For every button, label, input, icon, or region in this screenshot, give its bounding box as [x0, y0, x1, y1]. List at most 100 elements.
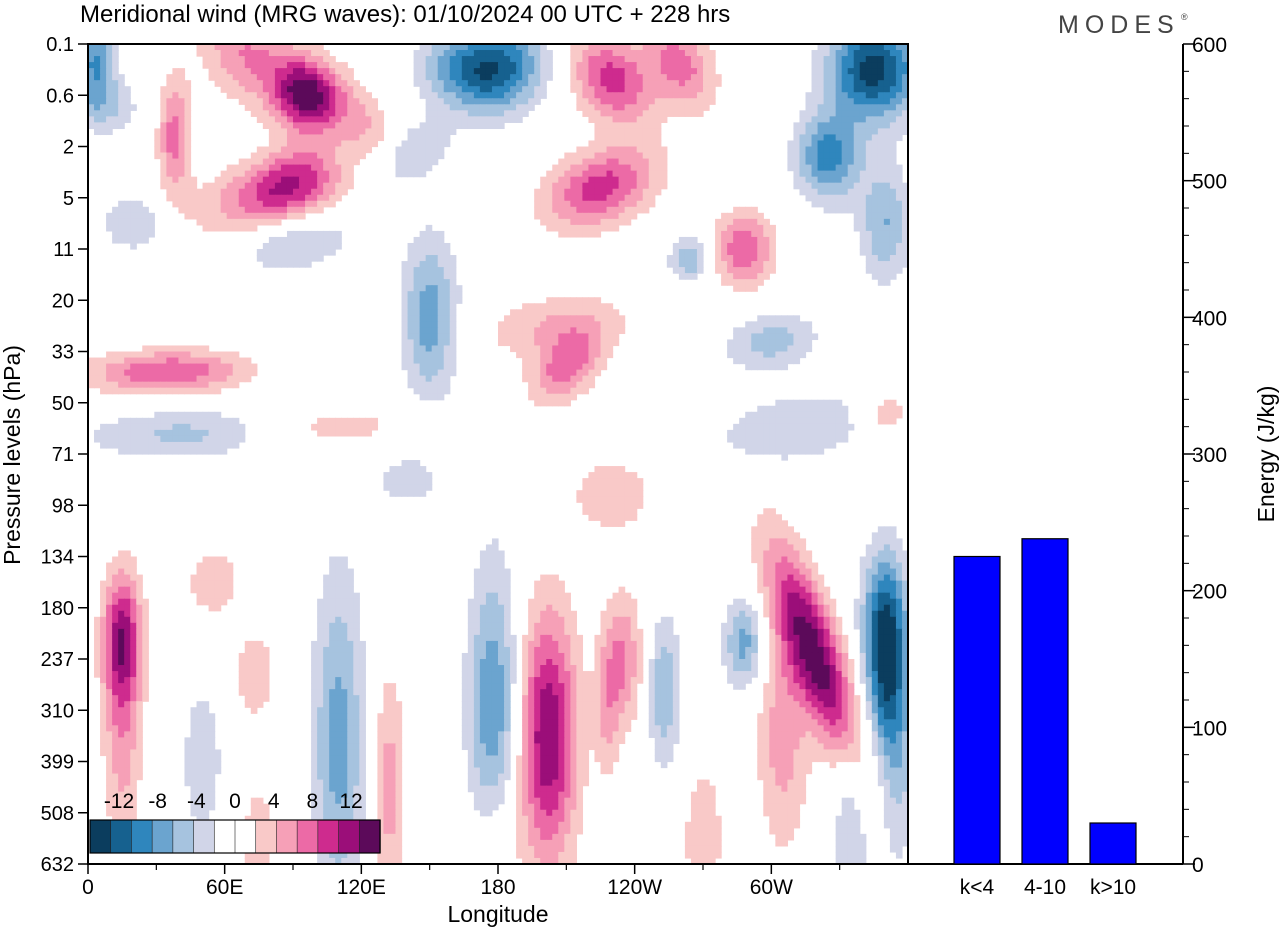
heatmap-cell [504, 116, 511, 123]
heatmap-cell [401, 170, 409, 178]
heatmap-cell [757, 333, 764, 341]
heatmap-cell [317, 92, 324, 99]
heatmap-cell [534, 56, 541, 63]
heatmap-cell [335, 562, 342, 570]
heatmap-cell [721, 279, 728, 286]
heatmap-cell [576, 86, 584, 93]
heatmap-cell [274, 261, 282, 268]
heatmap-cell [359, 86, 366, 93]
heatmap-cell [256, 212, 264, 220]
heatmap-cell [437, 62, 445, 69]
heatmap-cell [377, 116, 385, 123]
heatmap-cell [299, 158, 306, 166]
heatmap-cell [871, 255, 879, 262]
heatmap-cell [184, 363, 192, 371]
heatmap-cell [317, 62, 324, 69]
heatmap-cell [407, 134, 415, 142]
heatmap-cell [214, 447, 222, 455]
heatmap-cell [413, 490, 421, 497]
heatmap-cell [817, 116, 825, 123]
heatmap-cell [781, 532, 789, 540]
heatmap-cell [552, 375, 559, 383]
heatmap-cell [293, 176, 300, 184]
heatmap-cell [100, 375, 107, 383]
heatmap-cell [389, 466, 397, 473]
heatmap-cell [118, 568, 125, 576]
heatmap-cell [202, 387, 210, 395]
heatmap-cell [889, 532, 897, 540]
heatmap-cell [299, 194, 306, 202]
heatmap-cell [606, 652, 614, 660]
heatmap-cell [799, 327, 807, 335]
heatmap-cell [401, 357, 409, 365]
heatmap-cell [166, 86, 174, 93]
heatmap-cell [678, 74, 686, 81]
heatmap-cell [226, 562, 234, 570]
heatmap-cell [618, 484, 626, 491]
heatmap-cell [901, 610, 909, 618]
heatmap-cell [184, 206, 192, 214]
heatmap-cell [564, 188, 571, 196]
heatmap-cell [733, 622, 740, 630]
heatmap-cell [112, 556, 119, 564]
heatmap-cell [883, 526, 891, 533]
heatmap-cell [642, 176, 650, 184]
heatmap-cell [341, 182, 348, 190]
heatmap-cell [606, 610, 614, 618]
heatmap-cell [871, 267, 879, 274]
heatmap-cell [871, 550, 879, 558]
heatmap-cell [787, 550, 795, 558]
heatmap-cell [419, 68, 427, 75]
heatmap-cell [889, 188, 897, 196]
heatmap-cell [648, 68, 656, 75]
heatmap-cell [413, 375, 421, 383]
heatmap-cell [678, 273, 686, 280]
heatmap-cell [250, 212, 258, 220]
heatmap-cell [594, 321, 602, 328]
heatmap-cell [534, 604, 541, 612]
heatmap-cell [473, 68, 481, 75]
heatmap-cell [226, 74, 234, 81]
heatmap-cell [883, 74, 891, 81]
heatmap-cell [540, 369, 547, 377]
heatmap-cell [895, 188, 903, 196]
heatmap-cell [528, 634, 535, 642]
heatmap-cell [769, 508, 776, 515]
heatmap-cell [763, 586, 770, 594]
heatmap-cell [883, 628, 891, 636]
heatmap-cell [877, 200, 885, 208]
heatmap-cell [118, 634, 125, 642]
heatmap-cell [793, 592, 801, 600]
heatmap-cell [594, 146, 602, 154]
heatmap-cell [130, 574, 137, 582]
heatmap-cell [757, 261, 764, 268]
heatmap-cell [636, 86, 644, 93]
heatmap-cell [88, 110, 95, 117]
heatmap-cell [793, 357, 801, 365]
heatmap-cell [160, 182, 167, 190]
heatmap-cell [449, 285, 457, 292]
heatmap-cell [775, 628, 782, 636]
heatmap-cell [485, 598, 493, 606]
heatmap-cell [323, 56, 330, 63]
heatmap-cell [745, 411, 752, 419]
heatmap-cell [889, 628, 897, 636]
heatmap-cell [473, 646, 481, 654]
heatmap-cell [787, 327, 795, 335]
heatmap-cell [775, 598, 782, 606]
heatmap-cell [232, 44, 240, 51]
heatmap-cell [467, 604, 475, 612]
heatmap-cell [154, 417, 161, 425]
heatmap-cell [817, 62, 825, 69]
heatmap-cell [763, 508, 770, 515]
heatmap-cell [666, 74, 674, 81]
heatmap-cell [883, 598, 891, 606]
heatmap-cell [395, 164, 403, 172]
heatmap-cell [172, 152, 180, 160]
heatmap-cell [600, 345, 608, 353]
heatmap-cell [666, 50, 674, 57]
heatmap-cell [479, 574, 487, 582]
heatmap-cell [823, 158, 831, 166]
heatmap-cell [317, 116, 324, 123]
heatmap-cell [317, 80, 324, 87]
